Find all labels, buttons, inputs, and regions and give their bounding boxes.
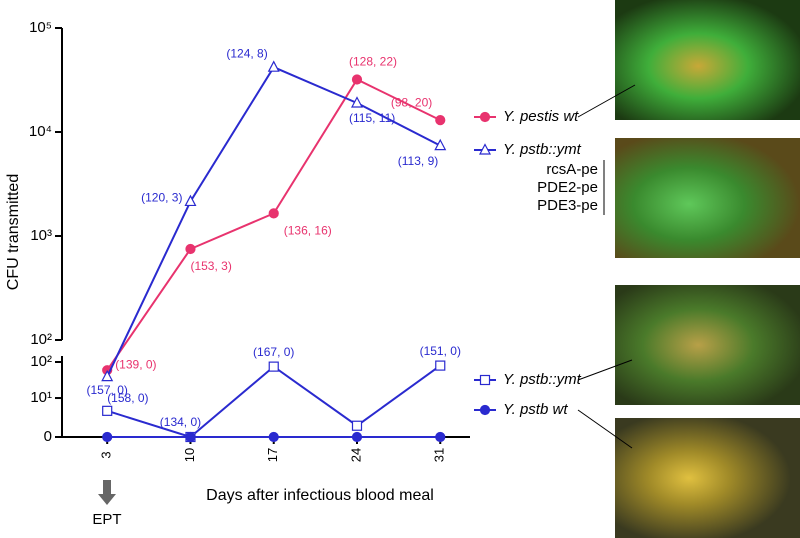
- x-tick-label: 24: [348, 448, 363, 462]
- y-tick-label: 10²: [30, 331, 52, 348]
- x-label: Days after infectious blood meal: [206, 487, 434, 504]
- connectors: [577, 84, 636, 449]
- micrograph: [615, 138, 800, 258]
- marker: [351, 96, 363, 108]
- marker: [268, 361, 279, 372]
- legend-label: Y. pstb::ymt: [503, 141, 582, 158]
- marker: [351, 74, 363, 85]
- point-label: (136, 16): [284, 224, 332, 238]
- legend-label: Y. pstb wt: [503, 401, 568, 418]
- micrograph: [615, 0, 800, 120]
- point-label: (115, 11): [349, 111, 395, 125]
- legend-note: rcsA-pe: [546, 161, 598, 178]
- y-tick-label: 10¹: [30, 389, 52, 406]
- legend-note: PDE3-pe: [537, 197, 598, 214]
- marker: [435, 431, 446, 443]
- marker: [185, 243, 196, 255]
- y-tick-label: 0: [44, 428, 52, 445]
- marker: [479, 404, 491, 416]
- point-label: (128, 22): [349, 55, 397, 69]
- y-label: CFU transmitted: [5, 174, 22, 290]
- marker: [435, 360, 446, 371]
- point-label: (120, 3): [141, 191, 182, 205]
- legend-label: Y. pstb::ymt: [503, 371, 582, 388]
- y-tick-label: 10⁵: [29, 19, 52, 36]
- legend-label: Y. pestis wt: [503, 108, 579, 125]
- point-label: (153, 3): [190, 259, 231, 273]
- point-label: (124, 8): [226, 46, 267, 60]
- ept-arrow: [98, 480, 116, 505]
- legend-note: PDE2-pe: [537, 179, 598, 196]
- point-label: (98, 20): [391, 95, 432, 109]
- point-label: (134, 0): [160, 415, 201, 429]
- point-label: (139, 0): [115, 357, 156, 371]
- marker: [102, 431, 113, 443]
- axes: [61, 28, 470, 438]
- marker: [268, 431, 279, 443]
- x-tick-label: 17: [265, 448, 280, 462]
- y-tick-label: 10³: [30, 227, 52, 244]
- line: [106, 364, 441, 439]
- y-tick-label: 10⁴: [29, 123, 52, 140]
- point-label: (157, 0): [87, 383, 128, 397]
- x-tick-label: 31: [432, 448, 447, 462]
- point-label: (167, 0): [253, 345, 294, 359]
- marker: [185, 431, 196, 443]
- x-tick-label: 10: [182, 448, 197, 462]
- marker: [479, 111, 491, 123]
- micrograph: [615, 418, 800, 538]
- y-tick-label: 10²: [30, 353, 52, 370]
- marker: [268, 208, 279, 219]
- marker: [479, 143, 491, 155]
- marker: [101, 369, 114, 382]
- marker: [267, 60, 280, 72]
- x-tick-label: 3: [99, 451, 114, 458]
- marker: [351, 420, 363, 431]
- marker: [434, 138, 447, 151]
- marker: [184, 194, 197, 207]
- micrograph: [615, 285, 800, 405]
- marker: [351, 431, 363, 443]
- marker: [102, 405, 113, 416]
- annotation: EPT: [92, 511, 121, 528]
- marker: [435, 115, 446, 126]
- point-label: (113, 9): [398, 154, 438, 168]
- point-label: (151, 0): [420, 344, 461, 358]
- point-label: (158, 0): [107, 391, 148, 405]
- marker: [479, 374, 491, 386]
